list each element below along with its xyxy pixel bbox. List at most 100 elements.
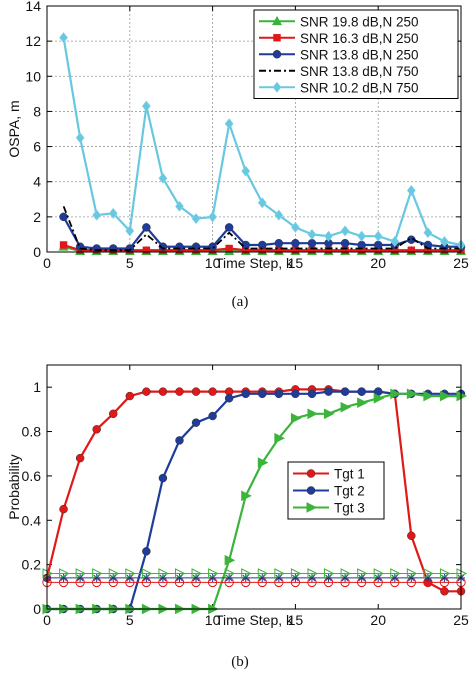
data-point-s5: [257, 197, 267, 209]
data-point-s2: [291, 389, 300, 399]
data-point-s5: [175, 200, 184, 212]
data-point-s5: [324, 573, 333, 582]
data-point-s3: [340, 238, 350, 248]
legend-label: SNR 10.2 dB,N 750: [300, 80, 419, 95]
data-point-s6: [75, 568, 87, 579]
data-point-s5: [324, 230, 333, 242]
legend-marker: [306, 486, 316, 495]
data-point-s5: [224, 118, 234, 130]
data-point-s5: [59, 32, 68, 44]
data-point-s3: [241, 490, 252, 502]
x-tick-label: 20: [370, 612, 386, 628]
legend-label: SNR 13.8 dB,N 750: [300, 64, 419, 79]
data-point-s5: [109, 573, 118, 582]
legend-label: SNR 16.3 dB,N 250: [300, 31, 419, 46]
legend-label: SNR 13.8 dB,N 250: [300, 47, 419, 62]
data-point-s2: [340, 387, 350, 396]
data-point-s1: [59, 504, 68, 514]
data-point-s6: [406, 568, 418, 579]
data-point-s3: [406, 388, 418, 400]
data-point-s3: [175, 242, 184, 251]
chart-a: 0 5 10 15 20 25 0 2 4 6 8 10 12 14 Time Step, k OSPA, m…: [6, 0, 469, 310]
data-point-s5: [440, 573, 449, 582]
data-point-s5: [274, 209, 284, 221]
y-tick-label: 12: [25, 33, 41, 49]
x-axis-label: Time Step, k: [215, 255, 294, 271]
data-point-s3: [142, 223, 151, 232]
data-point-s3: [307, 408, 319, 420]
x-tick-label: 0: [43, 612, 51, 628]
data-point-s1: [158, 387, 168, 396]
data-point-s2: [241, 389, 250, 399]
legend-label: Tgt 1: [334, 467, 365, 482]
y-tick-label: 8: [33, 103, 41, 119]
data-point-s6: [439, 568, 451, 579]
data-point-s3: [290, 412, 302, 424]
y-tick-label: 6: [33, 139, 41, 155]
y-axis-label: Probability: [6, 454, 22, 519]
data-point-s3: [274, 432, 285, 444]
data-point-s1: [208, 387, 217, 396]
data-point-s2: [324, 387, 333, 396]
data-point-s2: [224, 394, 234, 403]
data-point-s1: [142, 387, 151, 396]
data-point-s3: [108, 244, 118, 253]
data-point-s1: [108, 409, 118, 419]
data-point-s5: [274, 573, 283, 582]
data-point-s3: [224, 223, 234, 232]
data-point-s5: [208, 573, 217, 582]
legend-label: Tgt 3: [334, 501, 365, 516]
data-point-s1: [92, 425, 101, 434]
data-point-s3: [92, 244, 101, 253]
legend-marker: [306, 469, 316, 478]
data-point-s2: [307, 389, 317, 399]
data-point-s5: [291, 573, 300, 582]
data-point-s2: [274, 389, 284, 399]
data-point-s6: [174, 568, 186, 579]
legend-label: Tgt 2: [334, 484, 365, 499]
data-point-s6: [158, 568, 170, 579]
data-point-s6: [59, 568, 70, 579]
data-point-s5: [373, 230, 383, 242]
x-tick-label: 5: [126, 612, 134, 628]
data-point-s5: [92, 209, 102, 221]
data-point-s5: [191, 213, 201, 225]
y-tick-label: 4: [33, 174, 41, 190]
data-point-s1: [75, 453, 85, 463]
data-point-s3: [291, 238, 300, 248]
data-point-s6: [125, 568, 136, 579]
legend-marker: [271, 16, 283, 26]
data-point-s5: [357, 230, 367, 242]
y-tick-label: 0.4: [22, 512, 42, 528]
y-tick-label: 0: [33, 244, 41, 260]
data-point-s5: [407, 573, 416, 582]
legend-marker: [306, 502, 318, 513]
data-point-s5: [192, 573, 201, 582]
data-point-s5: [241, 573, 250, 582]
data-point-s2: [225, 244, 233, 253]
data-point-s1: [191, 387, 201, 396]
data-point-s5: [59, 573, 68, 582]
data-point-s5: [158, 573, 167, 582]
data-point-s6: [241, 568, 252, 579]
legend-label: SNR 19.8 dB,N 250: [300, 14, 419, 29]
x-axis-label: Time Step, k: [215, 612, 294, 628]
data-point-s3: [373, 392, 385, 404]
data-point-s2: [142, 246, 151, 254]
y-tick-label: 2: [33, 209, 41, 225]
data-point-s6: [307, 568, 319, 579]
data-point-s5: [158, 172, 168, 184]
data-point-s2: [59, 241, 68, 249]
data-point-s6: [357, 568, 368, 579]
data-point-s3: [257, 457, 269, 468]
data-point-s3: [423, 390, 434, 402]
plot-frame: [46, 5, 462, 253]
data-point-s3: [439, 390, 451, 402]
data-point-s6: [390, 568, 401, 579]
data-point-s6: [141, 568, 153, 579]
y-tick-label: 0.2: [22, 557, 42, 573]
data-point-s6: [274, 568, 285, 579]
y-tick-label: 1: [33, 379, 41, 395]
